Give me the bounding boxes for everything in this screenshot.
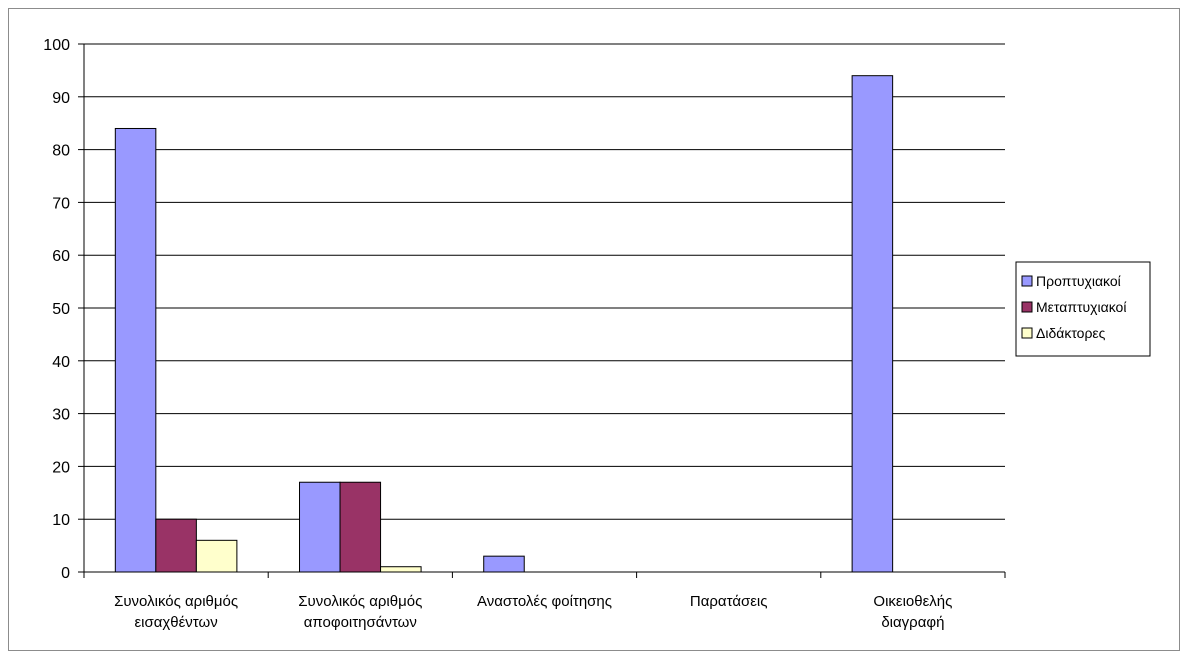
y-tick-label: 70: [52, 195, 70, 212]
y-axis-ticks: 0 10 20 30 40 50 60 70 80 90 100: [43, 37, 84, 582]
x-category-label: Συνολικός αριθμός εισαχθέντων: [114, 593, 238, 631]
bar: [114, 127, 157, 573]
y-tick-label: 40: [52, 354, 70, 371]
x-category-label: Συνολικός αριθμός αποφοιτησάντων: [298, 593, 422, 631]
bar: [483, 555, 525, 573]
bar: [851, 75, 894, 573]
y-tick-label: 80: [52, 143, 70, 160]
bar: [195, 539, 238, 573]
bar: [155, 518, 197, 573]
y-tick-label: 50: [52, 301, 70, 318]
x-category-label: Αναστολές φοίτησης: [477, 593, 612, 610]
legend-swatch: [1021, 327, 1033, 339]
gridlines: [84, 43, 1005, 520]
legend-label: Διδάκτορες: [1036, 325, 1106, 341]
y-tick-label: 60: [52, 248, 70, 265]
legend: Προπτυχιακοί Μεταπτυχιακοί Διδάκτορες: [1015, 261, 1151, 357]
y-tick-label: 20: [52, 459, 70, 476]
bar: [380, 566, 422, 573]
bars: [114, 75, 894, 573]
y-tick-label: 90: [52, 90, 70, 107]
x-category-label: Παρατάσεις: [690, 593, 768, 610]
legend-swatch: [1021, 301, 1033, 313]
legend-swatch: [1021, 275, 1033, 287]
y-tick-label: 10: [52, 512, 70, 529]
x-category-label: Οικειοθελής διαγραφή: [873, 593, 952, 631]
bar: [339, 481, 382, 573]
y-tick-label: 30: [52, 407, 70, 424]
x-axis-labels: Συνολικός αριθμός εισαχθέντων Συνολικός αρ…: [114, 593, 952, 631]
bar: [299, 481, 341, 573]
legend-label: Προπτυχιακοί: [1036, 273, 1121, 289]
y-tick-label: 0: [61, 565, 70, 582]
legend-label: Μεταπτυχιακοί: [1036, 299, 1126, 315]
y-tick-label: 100: [43, 37, 70, 54]
legend-box: [1015, 261, 1151, 357]
